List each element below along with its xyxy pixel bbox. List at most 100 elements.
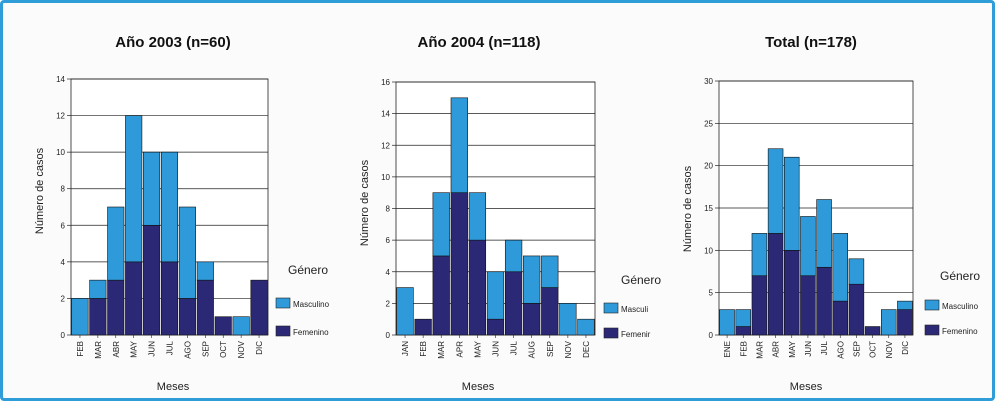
y-tick-label: 16 (381, 78, 390, 87)
bar-masculino (881, 309, 897, 336)
x-axis-label: Meses (790, 381, 823, 393)
chart-title: Total (n=178) (765, 34, 857, 51)
chart-total: Total (n=178) Número de casos Meses Géne… (682, 34, 980, 393)
y-tick-label: 25 (704, 119, 713, 128)
x-tick-label: ABR (112, 341, 121, 358)
legend-label-masculino: Masculino (293, 300, 330, 309)
y-tick-label: 0 (709, 331, 714, 340)
bar-masculino (504, 239, 523, 273)
bar-masculino (125, 115, 143, 263)
y-tick-label: 2 (61, 294, 66, 303)
bar-femenino (196, 279, 214, 336)
legend-label-masculino: Masculino (942, 302, 979, 311)
y-tick-label: 2 (386, 299, 391, 308)
x-tick-label: AUG (528, 341, 537, 358)
chart-title: Año 2003 (n=60) (115, 34, 230, 51)
bar-femenino (160, 261, 179, 336)
bar-masculino (735, 309, 751, 327)
x-tick-label: JUL (166, 340, 175, 355)
x-tick-label: MAR (437, 341, 446, 359)
bar-masculino (751, 233, 768, 277)
x-tick-label: FEB (76, 341, 85, 357)
x-tick-label: JUN (492, 341, 501, 357)
bar-masculino (107, 206, 125, 281)
bar-masculino (468, 192, 487, 241)
y-axis-label: Número de casos (34, 147, 46, 234)
bar-masculino (196, 261, 214, 281)
y-tick-label: 10 (704, 246, 713, 255)
bar-masculino (178, 206, 196, 299)
bar-femenino (143, 224, 161, 336)
x-tick-label: SEP (852, 341, 861, 357)
x-tick-label: NOV (237, 340, 246, 358)
y-tick-label: 5 (709, 289, 714, 298)
bar-femenino (250, 279, 268, 336)
y-tick-label: 14 (56, 75, 65, 84)
bar-femenino (848, 283, 865, 336)
bar-masculino (486, 271, 505, 320)
bar-masculino (832, 233, 848, 302)
chart-2004: Año 2004 (n=118) Número de casos Meses G… (359, 34, 661, 393)
legend-swatch-masculino (924, 299, 940, 311)
bar-masculino (450, 97, 468, 193)
bar-masculino (232, 316, 250, 336)
bar-masculino (577, 318, 595, 336)
bar-masculino (143, 151, 161, 226)
x-tick-label: JUN (148, 341, 157, 357)
legend-swatch-femenino (275, 325, 291, 337)
legend-title: Género (621, 273, 661, 287)
x-tick-label: JUL (510, 340, 519, 355)
bar-masculino (396, 287, 414, 336)
x-tick-label: JUL (820, 340, 829, 355)
bar-masculino (784, 156, 800, 251)
y-axis-label: Número de casos (359, 159, 371, 246)
x-tick-label: DIC (901, 341, 910, 355)
x-tick-label: FEB (419, 341, 428, 357)
bar-masculino (897, 300, 913, 310)
x-tick-label: APR (455, 341, 464, 358)
x-tick-label: FEB (739, 341, 748, 357)
y-tick-label: 6 (61, 221, 66, 230)
legend-title: Género (940, 269, 980, 283)
bar-femenino (523, 303, 541, 336)
x-tick-label: JUN (804, 341, 813, 357)
x-tick-label: MAR (94, 341, 103, 359)
y-tick-label: 14 (381, 110, 390, 119)
x-tick-label: MAR (755, 341, 764, 359)
x-tick-label: AGO (836, 341, 845, 359)
x-tick-label: DIC (255, 341, 264, 355)
bar-femenino (832, 300, 848, 336)
y-tick-label: 10 (56, 148, 65, 157)
bar-femenino (800, 275, 816, 336)
bar-femenino (735, 326, 751, 336)
bar-femenino (486, 318, 505, 336)
y-tick-label: 0 (61, 331, 66, 340)
bar-femenino (864, 326, 881, 336)
legend-label-femenino: Femenir (621, 330, 651, 339)
bar-masculino (767, 148, 784, 234)
bar-femenino (751, 275, 768, 336)
y-tick-label: 10 (381, 173, 390, 182)
bar-masculino (89, 279, 107, 299)
legend-label-masculino: Masculi (621, 305, 648, 314)
bar-masculino (541, 255, 559, 288)
bar-femenino (432, 255, 450, 336)
bar-femenino (541, 287, 559, 336)
x-tick-label: ABR (772, 341, 781, 358)
x-tick-label: SEP (201, 341, 210, 357)
bar-femenino (784, 250, 800, 336)
y-tick-label: 0 (386, 331, 391, 340)
x-tick-label: OCT (869, 341, 878, 358)
y-axis-label: Número de casos (682, 165, 694, 252)
bar-masculino (719, 309, 735, 336)
bar-femenino (897, 309, 913, 336)
x-tick-label: ENE (723, 341, 732, 357)
bar-masculino (71, 298, 89, 336)
legend-title: Género (288, 263, 328, 277)
y-tick-label: 20 (704, 162, 713, 171)
bar-femenino (414, 318, 432, 336)
bar-masculino (848, 258, 865, 285)
legend-swatch-femenino (603, 327, 619, 339)
x-tick-label: MAY (473, 340, 482, 357)
